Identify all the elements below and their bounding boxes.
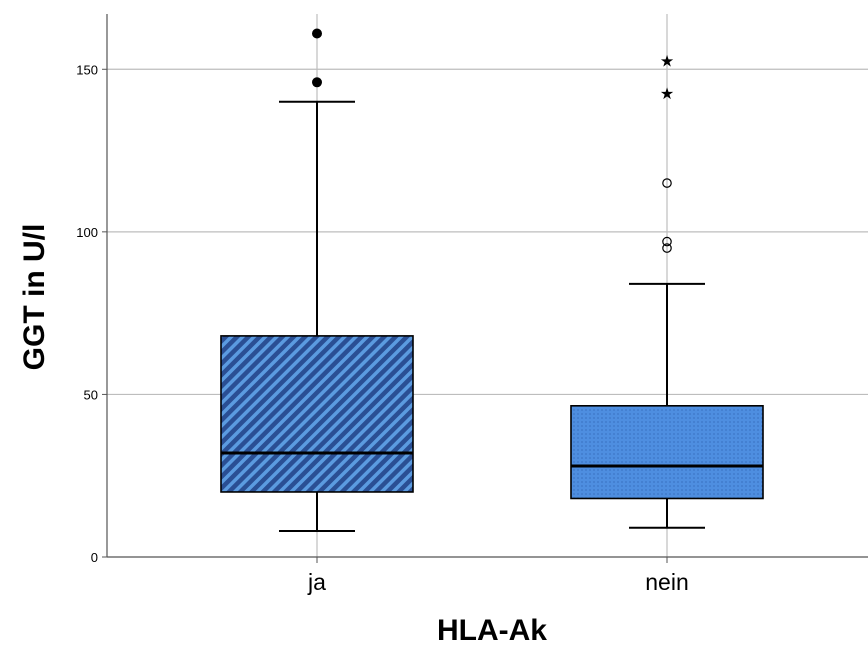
extreme-point: ★ <box>660 54 674 71</box>
box-layer: ★★ <box>220 28 764 532</box>
outlier-point <box>662 236 672 247</box>
box-group-ja <box>220 28 414 532</box>
outlier-point <box>312 28 322 39</box>
box-group-nein: ★★ <box>570 54 764 529</box>
x-axis-title: HLA-Ak <box>437 614 547 647</box>
x-tick-label: nein <box>645 569 688 595</box>
axis-layer: 0 50 100 150 ja nein <box>76 14 868 595</box>
iqr-box <box>570 405 764 500</box>
y-tick-label: 100 <box>76 225 98 240</box>
outlier-point <box>662 178 672 188</box>
iqr-box <box>220 335 414 493</box>
y-axis-title: GGT in U/l <box>18 224 51 371</box>
extreme-point: ★ <box>660 86 674 103</box>
y-tick-label: 50 <box>84 387 98 402</box>
y-tick-label: 150 <box>76 62 98 77</box>
x-tick-label: ja <box>307 569 326 595</box>
y-tick-label: 0 <box>91 550 98 565</box>
outlier-point <box>312 77 322 88</box>
outlier-point <box>662 243 672 253</box>
